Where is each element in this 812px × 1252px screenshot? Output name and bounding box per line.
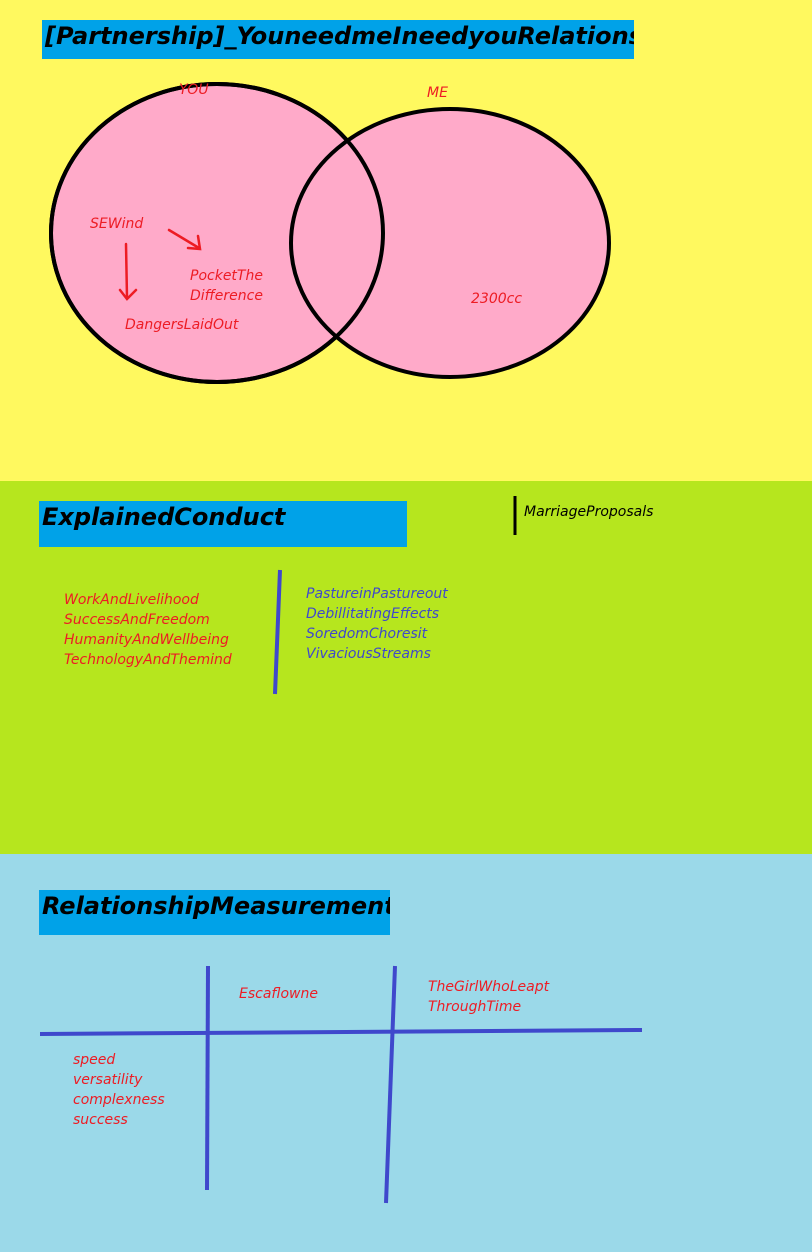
venn-item-pocket-line2: Difference: [190, 288, 263, 304]
conduct-right-list: PastureinPastureout DebillitatingEffects…: [306, 584, 448, 664]
venn-circle-you-outline: [49, 82, 385, 384]
arrow-diagonal: [167, 228, 202, 251]
venn-item-dangers: DangersLaidOut: [125, 317, 239, 333]
conduct-divider: [273, 569, 282, 695]
list-item: DebillitatingEffects: [306, 606, 440, 622]
list-item: HumanityAndWellbeing: [64, 632, 229, 648]
arrow-down: [118, 242, 138, 301]
list-item: SoredomChoresit: [306, 626, 428, 642]
column-header-girl-line2: ThroughTime: [428, 999, 522, 1015]
list-item: SuccessAndFreedom: [64, 612, 210, 628]
conduct-left-list: WorkAndLivelihood SuccessAndFreedom Huma…: [64, 590, 232, 670]
venn-item-2300cc: 2300cc: [471, 291, 523, 307]
row-labels: speed versatility complexness success: [73, 1050, 165, 1130]
venn-label-you: YOU: [179, 82, 209, 98]
grid-horizontal-line: [39, 1028, 643, 1036]
grid-vertical-line-1: [205, 965, 210, 1191]
venn-label-me: ME: [427, 85, 448, 101]
page-title: [Partnership]_YouneedmeIneedyouRelations…: [42, 20, 634, 59]
row-label: versatility: [73, 1072, 143, 1088]
row-label: success: [73, 1112, 128, 1128]
grid-vertical-line-2: [384, 965, 397, 1204]
marriage-proposals-note: MarriageProposals: [524, 504, 654, 520]
row-label: speed: [73, 1052, 116, 1068]
row-label: complexness: [73, 1092, 165, 1108]
venn-item-pocket-line1: PocketThe: [190, 268, 263, 284]
explained-conduct-heading: ExplainedConduct: [39, 501, 407, 547]
list-item: TechnologyAndThemind: [64, 652, 232, 668]
relationship-measurements-heading: RelationshipMeasurements: [39, 890, 390, 935]
list-item: VivaciousStreams: [306, 646, 431, 662]
list-item: WorkAndLivelihood: [64, 592, 199, 608]
column-header-girl-line1: TheGirlWhoLeapt: [428, 979, 550, 995]
list-item: PastureinPastureout: [306, 586, 448, 602]
venn-item-sewind: SEWind: [90, 216, 144, 232]
column-header-escaflowne: Escaflowne: [239, 986, 318, 1002]
